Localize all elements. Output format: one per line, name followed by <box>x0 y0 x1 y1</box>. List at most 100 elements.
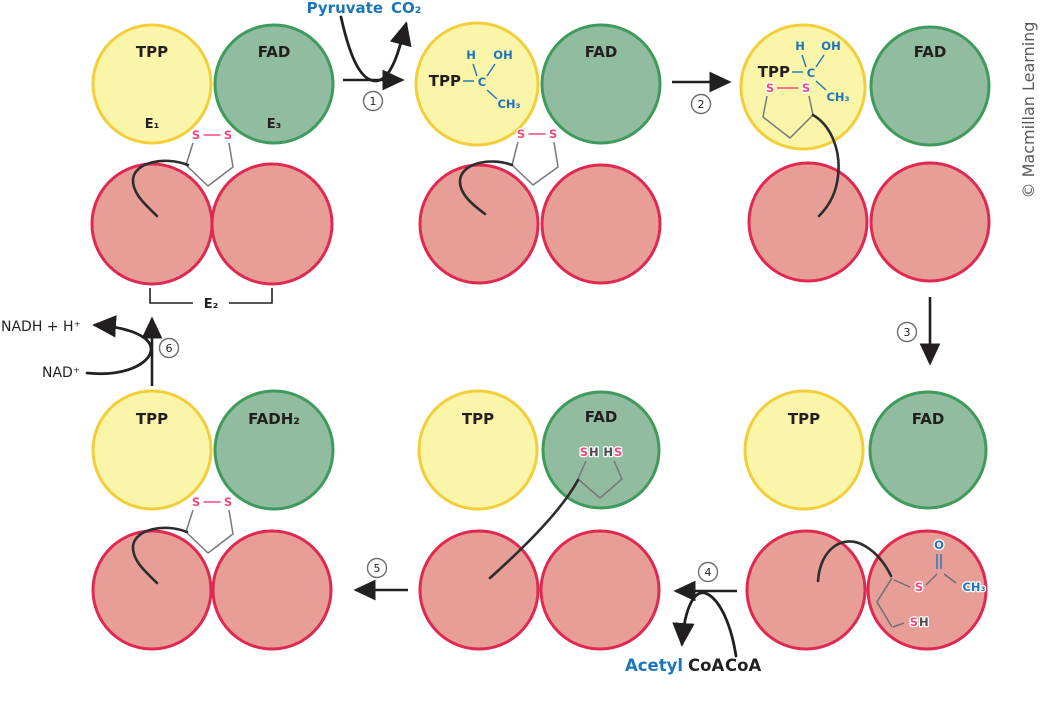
c-s-bond <box>893 579 911 588</box>
oxygen-label: O <box>934 538 944 552</box>
coa2-label: CoA <box>725 656 761 675</box>
sulfur-label: S <box>224 128 232 142</box>
thiol-h-label: H <box>603 445 613 459</box>
lipoamide-arm <box>816 540 893 583</box>
e1-enzyme-circle <box>91 389 213 511</box>
e3-enzyme-circle <box>868 390 988 510</box>
sulfur-label: S <box>192 495 200 509</box>
fad-label: FAD <box>585 43 618 61</box>
panel-5: TPP FAD S H H S <box>417 389 661 651</box>
e3-enzyme-circle <box>213 23 335 145</box>
tpp-label: TPP <box>758 63 790 81</box>
dithiolane-ring <box>185 509 234 554</box>
fadh2-label: FADH₂ <box>248 410 300 428</box>
nadh-label: NADH + H⁺ <box>1 319 81 335</box>
e2-domain-circle-right <box>866 529 988 651</box>
fad-label: FAD <box>258 43 291 61</box>
thiol-h-label: H <box>919 615 929 629</box>
c-ch3-bond <box>815 80 827 91</box>
nad-curve-arrow <box>85 315 153 376</box>
dithiolane-ring <box>185 142 234 187</box>
step-2: 2 <box>672 71 732 115</box>
e2-bracket <box>149 288 273 304</box>
step-6: 6 NADH + H⁺ NAD⁺ <box>1 315 180 386</box>
carbon-label: C <box>807 66 815 80</box>
e2-domain-circle-left <box>90 162 214 286</box>
hydroxyl-label: OH <box>493 48 512 62</box>
pyruvate-label: Pyruvate <box>307 0 383 17</box>
c-oh-bond <box>486 63 496 77</box>
e1-enzyme-circle <box>414 21 540 147</box>
lipoamide-arm <box>488 478 580 580</box>
tpp-label: TPP <box>136 410 168 428</box>
dithiol-chain <box>577 460 623 499</box>
panel-4: TPP FADH₂ S S <box>91 389 335 651</box>
e1-enzyme-circle <box>417 389 539 511</box>
sulfur-label: S <box>766 81 774 95</box>
step6-number: 6 <box>166 342 173 355</box>
c-ch3-bond <box>943 573 957 584</box>
step4-number: 4 <box>705 566 712 579</box>
e2-domain-circle-left <box>745 529 867 651</box>
fad-label: FAD <box>914 43 947 61</box>
thiol-h-label: H <box>589 445 599 459</box>
e3-enzyme-circle <box>869 25 991 147</box>
methyl-label: CH₃ <box>826 90 849 104</box>
coa-label: CoA <box>688 656 724 675</box>
e1-enzyme-circle <box>739 23 867 151</box>
fad-label: FAD <box>912 410 945 428</box>
sulfur-label: S <box>192 128 200 142</box>
e2-domain-circle-left <box>418 163 540 285</box>
fad-label: FAD <box>585 408 618 426</box>
lipoamide-arm <box>811 113 840 218</box>
copyright-text: © Macmillan Learning <box>1019 22 1038 199</box>
lipoamide-arm <box>131 526 189 585</box>
sulfur-label: S <box>915 580 923 594</box>
step6-badge <box>158 337 180 359</box>
thiol-s-label: S <box>910 615 918 629</box>
c-h-bond <box>472 63 478 77</box>
thiol-s-label: S <box>614 445 622 459</box>
sulfur-label: S <box>517 127 525 141</box>
tpp-label: TPP <box>429 72 461 90</box>
e1-enzyme-circle <box>743 389 865 511</box>
e2-domain-circle-right <box>539 529 661 651</box>
thiol-s-label: S <box>580 445 588 459</box>
c-sh-bond <box>892 622 905 628</box>
e2-domain-circle-right <box>540 163 662 285</box>
step2-number: 2 <box>698 98 705 111</box>
hydroxyl-label: OH <box>821 39 840 53</box>
hydrogen-label: H <box>466 48 476 62</box>
step-5: 5 <box>353 557 408 601</box>
e2-domain-circle-right <box>211 529 333 651</box>
lipoamide-arm <box>131 159 190 218</box>
panel-6: TPP FAD S O CH₃ S H <box>743 389 988 651</box>
tpp-label: TPP <box>788 410 820 428</box>
sulfur-label: S <box>549 127 557 141</box>
dithiolane-ring <box>762 95 814 139</box>
e2-domain-circle-left <box>747 161 869 283</box>
step5-number: 5 <box>374 562 381 575</box>
e2-domain-circle-right <box>869 161 991 283</box>
c-oh-bond <box>815 54 825 68</box>
panel-1: TPP E₁ FAD E₃ S S E₂ <box>90 23 335 312</box>
lipoamide-chain <box>876 577 893 628</box>
acetyl-label: Acetyl <box>625 656 683 675</box>
e2-label: E₂ <box>204 297 219 312</box>
e1-label: E₁ <box>145 117 160 132</box>
step1-number: 1 <box>370 95 377 108</box>
methyl-label: CH₃ <box>962 580 985 594</box>
hydrogen-label: H <box>795 39 805 53</box>
panel-3: FAD TPP C H OH CH₃ S S <box>739 23 991 283</box>
e2-domain-circle-left <box>91 529 213 651</box>
e1-enzyme-circle <box>91 23 213 145</box>
e2-domain-circle-right <box>210 162 334 286</box>
sulfur-label: S <box>802 81 810 95</box>
s-c-bond <box>925 573 938 586</box>
tpp-label: TPP <box>462 410 494 428</box>
step1-badge <box>362 90 384 112</box>
step4-badge <box>697 561 719 583</box>
panel-2: FAD TPP C H OH CH₃ S S <box>414 21 662 285</box>
e3-label: E₃ <box>267 117 282 132</box>
